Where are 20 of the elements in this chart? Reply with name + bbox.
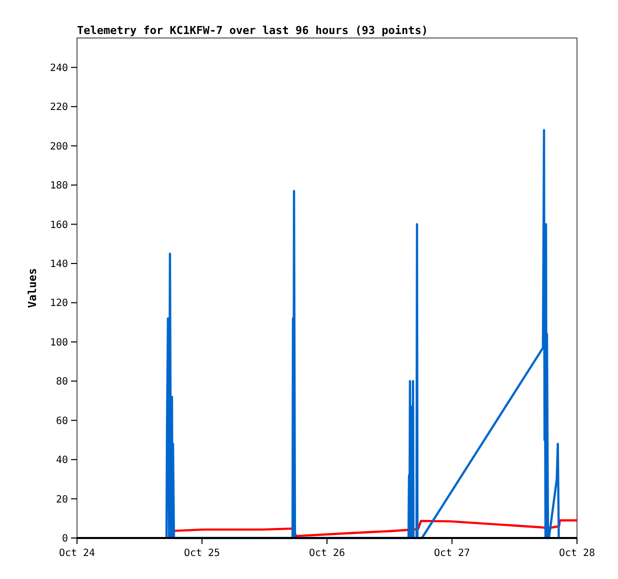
y-tick-label: 0	[62, 534, 68, 544]
y-tick-label: 40	[56, 455, 68, 466]
y-tick-label: 80	[56, 376, 68, 388]
y-tick-label: 200	[50, 141, 68, 152]
y-tick-label: 160	[50, 220, 68, 231]
y-tick-label: 120	[50, 298, 68, 310]
y-tick-label: 100	[50, 337, 68, 348]
x-tick-label: Oct 28	[558, 548, 596, 559]
x-tick-label: Oct 26	[308, 548, 346, 559]
y-tick-label: 240	[50, 62, 68, 74]
y-tick-label: 180	[50, 180, 68, 192]
y-tick-label: 220	[50, 102, 68, 114]
chart-title: Telemetry for KC1KFW-7 over last 96 hours (93 points)	[77, 24, 428, 37]
x-tick-label: Oct 25	[184, 548, 220, 559]
y-axis-title: Values	[26, 268, 39, 308]
x-tick-label: Oct 24	[58, 548, 96, 559]
y-tick-label: 60	[56, 416, 68, 427]
y-tick-label: 140	[50, 258, 68, 270]
x-tick-label: Oct 27	[434, 548, 470, 559]
y-tick-label: 20	[56, 494, 68, 506]
